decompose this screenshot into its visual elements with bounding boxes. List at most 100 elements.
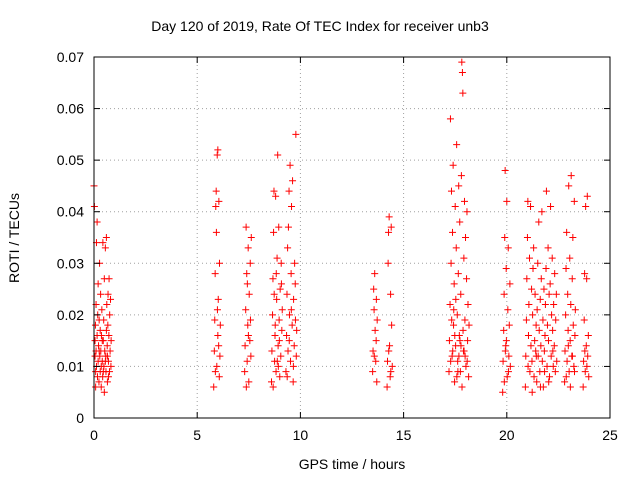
data-point	[545, 378, 553, 386]
data-point	[582, 342, 590, 350]
data-point	[385, 347, 393, 355]
data-point	[385, 213, 393, 221]
data-point	[269, 311, 277, 319]
data-point	[502, 337, 510, 345]
data-point	[241, 368, 249, 376]
data-point	[291, 280, 299, 288]
data-point	[463, 275, 471, 283]
data-point	[458, 68, 466, 76]
data-point	[370, 285, 378, 293]
data-point	[529, 311, 537, 319]
data-point	[526, 368, 534, 376]
data-point	[460, 197, 468, 205]
data-point	[276, 373, 284, 381]
axis-ticks: 0 5 10 15 20 25 0 0.01 0.02 0.03 0.04 0.05 0.06 0.07	[57, 49, 618, 443]
data-point	[463, 208, 471, 216]
data-point	[549, 362, 557, 370]
y-tick-label: 0.06	[57, 101, 84, 117]
data-point	[213, 362, 221, 370]
data-point	[244, 244, 252, 252]
data-point	[101, 244, 109, 252]
data-point	[566, 337, 574, 345]
data-point	[96, 326, 104, 334]
data-point	[100, 388, 108, 396]
data-point	[584, 352, 592, 360]
data-point	[445, 368, 453, 376]
data-point	[244, 331, 252, 339]
data-points	[90, 58, 593, 396]
data-point	[371, 270, 379, 278]
data-point	[544, 337, 552, 345]
data-point	[533, 306, 541, 314]
data-point	[286, 357, 294, 365]
data-point	[564, 290, 572, 298]
data-point	[456, 218, 464, 226]
data-point	[95, 342, 103, 350]
data-point	[581, 347, 589, 355]
data-point	[270, 290, 278, 298]
data-point	[270, 187, 278, 195]
data-point	[107, 362, 115, 370]
data-point	[291, 316, 299, 324]
data-point	[242, 383, 250, 391]
y-tick-label: 0.03	[57, 255, 84, 271]
data-point	[106, 311, 114, 319]
data-point	[282, 368, 290, 376]
data-point	[530, 373, 538, 381]
data-point	[103, 352, 111, 360]
data-point	[504, 244, 512, 252]
data-point	[286, 161, 294, 169]
data-point	[271, 321, 279, 329]
data-point	[465, 373, 473, 381]
data-point	[447, 357, 455, 365]
data-point	[542, 187, 550, 195]
data-point	[567, 301, 575, 309]
data-point	[523, 275, 531, 283]
data-point	[506, 280, 514, 288]
data-point	[562, 264, 570, 272]
data-point	[501, 347, 509, 355]
y-tick-label: 0.01	[57, 358, 84, 374]
data-point	[552, 316, 560, 324]
data-point	[455, 182, 463, 190]
data-point	[450, 321, 458, 329]
x-axis-label: GPS time / hours	[298, 456, 406, 472]
data-point	[373, 316, 381, 324]
data-point	[99, 368, 107, 376]
data-point	[283, 290, 291, 298]
data-point	[541, 331, 549, 339]
data-point	[273, 254, 281, 262]
data-point	[212, 203, 220, 211]
data-point	[541, 368, 549, 376]
data-point	[278, 306, 286, 314]
data-point	[245, 378, 253, 386]
data-point	[384, 357, 392, 365]
data-point	[373, 378, 381, 386]
data-point	[550, 301, 558, 309]
data-point	[450, 280, 458, 288]
y-tick-label: 0.07	[57, 49, 84, 65]
data-point	[546, 280, 554, 288]
data-point	[283, 331, 291, 339]
data-point	[461, 352, 469, 360]
data-point	[532, 321, 540, 329]
data-point	[539, 316, 547, 324]
data-point	[212, 228, 220, 236]
data-point	[562, 373, 570, 381]
data-point	[571, 331, 579, 339]
data-point	[371, 326, 379, 334]
data-point	[445, 337, 453, 345]
data-point	[564, 342, 572, 350]
data-point	[216, 321, 224, 329]
data-point	[385, 228, 393, 236]
data-point	[528, 388, 536, 396]
data-point	[543, 362, 551, 370]
data-point	[457, 342, 465, 350]
data-point	[102, 234, 110, 241]
data-point	[211, 316, 219, 324]
data-point	[500, 290, 508, 298]
data-point	[93, 218, 101, 226]
data-point	[242, 223, 250, 231]
data-point	[501, 166, 509, 174]
data-point	[531, 290, 539, 298]
